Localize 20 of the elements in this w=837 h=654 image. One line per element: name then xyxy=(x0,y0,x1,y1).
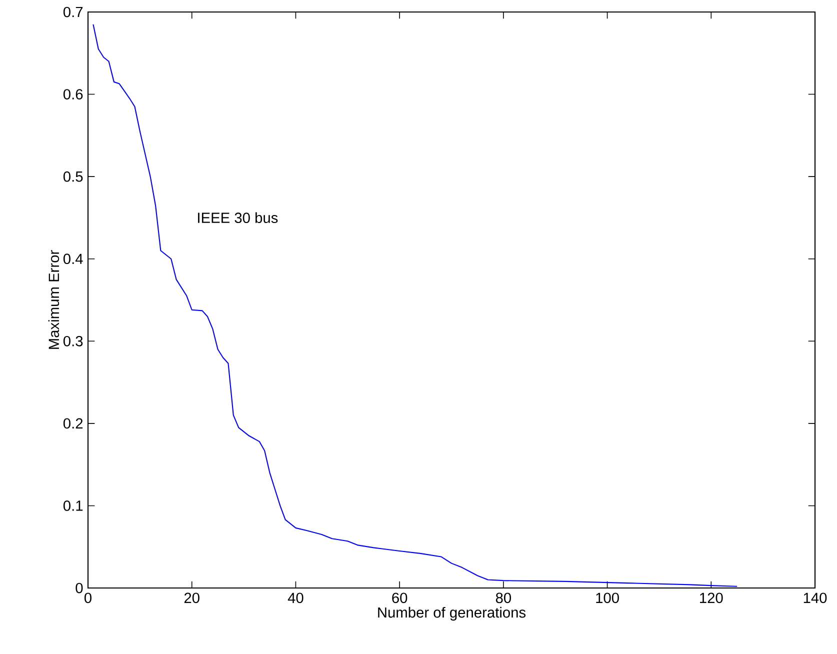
y-tick-label: 0.1 xyxy=(63,500,83,511)
annotation: IEEE 30 bus xyxy=(198,212,278,224)
x-tick-label: 0 xyxy=(84,592,92,604)
y-tick-label: 0.5 xyxy=(63,171,83,182)
x-tick-label: 140 xyxy=(804,592,827,604)
y-tick-label: 0.4 xyxy=(63,254,83,264)
y-axis-title: Maximum Error xyxy=(48,250,60,349)
x-tick-label: 100 xyxy=(596,592,619,604)
line-series xyxy=(92,24,738,587)
y-tick-label: 0.6 xyxy=(63,89,83,100)
y-tick-label: 0.2 xyxy=(63,418,83,429)
x-tick-label: 120 xyxy=(700,592,723,604)
y-tick-label: 0.7 xyxy=(63,6,83,18)
x-tick-label: 80 xyxy=(496,592,512,604)
y-tick-label: 0.3 xyxy=(63,336,83,346)
x-axis-title: Number of generations xyxy=(378,606,526,621)
x-tick-label: 20 xyxy=(184,592,200,604)
x-tick-label: 40 xyxy=(288,592,304,604)
x-tick-label: 60 xyxy=(392,592,408,604)
y-tick-label: 0 xyxy=(76,582,83,594)
